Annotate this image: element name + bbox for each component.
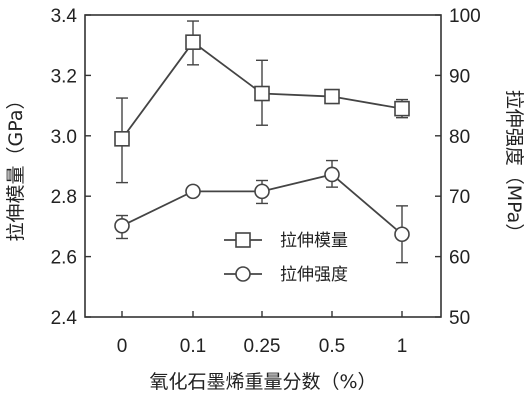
data-point-square	[394, 100, 410, 117]
right-tick-label: 50	[449, 308, 470, 329]
legend-label-tensile-strength: 拉伸强度	[280, 265, 348, 285]
left-tick-label: 2.4	[51, 308, 78, 329]
data-point-circle	[254, 183, 270, 200]
x-tick-label: 0.25	[244, 336, 281, 357]
x-tick-label: 1	[397, 336, 408, 357]
left-tick-label: 2.8	[51, 187, 77, 208]
left-axis-ticks: 2.4 2.6 2.8 3.0 3.2 3.4	[51, 6, 91, 329]
x-axis-ticks: 0 0.1 0.25 0.5 1	[117, 311, 408, 357]
series-square	[114, 20, 410, 184]
legend: 拉伸模量 拉伸强度	[224, 231, 348, 285]
right-tick-label: 90	[449, 66, 470, 87]
left-tick-label: 3.0	[51, 127, 77, 148]
data-point-circle	[114, 217, 130, 234]
right-tick-label: 60	[449, 248, 470, 269]
right-axis-label: 拉伸强度（MPa）	[503, 90, 525, 243]
x-tick-label: 0.1	[180, 336, 206, 357]
data-point-square	[254, 85, 270, 102]
plot-frame	[84, 14, 442, 318]
x-axis-label: 氧化石墨烯重量分数（%）	[149, 371, 376, 393]
data-point-circle	[185, 183, 201, 200]
left-tick-label: 3.2	[51, 66, 77, 87]
data-point-circle	[324, 166, 340, 183]
data-point-square	[324, 88, 340, 105]
left-tick-label: 3.4	[51, 6, 78, 27]
right-tick-label: 80	[449, 127, 470, 148]
left-tick-label: 2.6	[51, 248, 77, 269]
right-tick-label: 100	[449, 6, 481, 27]
legend-label-tensile-modulus: 拉伸模量	[280, 231, 348, 251]
data-point-square	[114, 131, 130, 147]
x-tick-label: 0	[117, 336, 128, 357]
x-tick-label: 0.5	[319, 336, 345, 357]
left-axis-label: 拉伸模量（GPa）	[5, 91, 27, 242]
data-point-square	[185, 34, 201, 50]
series-circle	[114, 159, 410, 264]
legend-square-marker	[235, 232, 251, 248]
right-tick-label: 70	[449, 187, 470, 208]
legend-circle-marker	[235, 266, 251, 282]
right-axis-ticks: 50 60 70 80 90 100	[435, 6, 481, 329]
series-layer	[114, 20, 410, 264]
data-point-circle	[394, 226, 410, 243]
